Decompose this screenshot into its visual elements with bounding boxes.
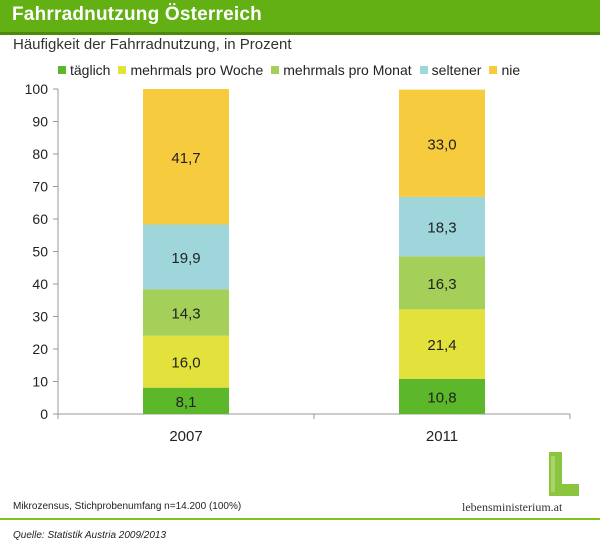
legend-label: nie (501, 62, 521, 78)
bar-segment (143, 387, 229, 414)
legend-label: seltener (431, 62, 482, 78)
legend-item: seltener (419, 62, 482, 78)
stacked-bar-chart: 0 10 20 30 40 50 60 70 80 90 100 8,1 16,0 14,3 19,9 41,… (25, 81, 571, 445)
x-tick-label: 2007 (169, 428, 202, 445)
data-label: 19,9 (171, 250, 200, 267)
legend-swatch (118, 66, 127, 74)
bar-segment (399, 256, 485, 310)
legend-item: mehrmals pro Monat (271, 62, 412, 78)
data-label: 21,4 (427, 337, 456, 354)
data-label: 10,8 (427, 389, 456, 406)
legend-item: täglich (58, 62, 110, 78)
legend-swatch (419, 66, 428, 74)
bar-segment (143, 224, 229, 290)
bar-segment (143, 89, 229, 225)
y-tick-label: 30 (32, 309, 48, 325)
data-label: 14,3 (171, 305, 200, 322)
data-label: 8,1 (176, 394, 197, 411)
data-label: 18,3 (427, 220, 456, 237)
footnote: Mikrozensus, Stichprobenumfang n=14.200 … (13, 501, 242, 512)
y-tick-label: 0 (40, 406, 48, 422)
data-label: 16,0 (171, 355, 200, 372)
legend-swatch (271, 66, 280, 74)
legend-label: mehrmals pro Monat (283, 62, 412, 78)
y-tick-label: 50 (32, 244, 48, 260)
data-label: 16,3 (427, 276, 456, 293)
legend-item: mehrmals pro Woche (118, 62, 263, 78)
y-tick-label: 40 (32, 276, 48, 292)
source-divider (0, 518, 600, 520)
chart-title: Fahrradnutzung Österreich (12, 4, 262, 25)
legend-swatch (58, 66, 66, 74)
chart-legend: täglich mehrmals pro Woche mehrmals pro Mo… (58, 61, 528, 79)
data-label: 41,7 (171, 150, 200, 167)
logo-text: lebensministerium.at (462, 500, 563, 514)
bar-segment (143, 335, 229, 388)
bar-segment (399, 309, 485, 379)
lebensministerium-logo-icon (549, 452, 579, 496)
x-tick-label: 2011 (426, 428, 458, 445)
y-tick-label: 20 (32, 341, 48, 357)
bar-segment (143, 289, 229, 336)
y-tick-label: 60 (32, 211, 48, 227)
legend-label: mehrmals pro Woche (130, 62, 264, 78)
chart-subtitle: Häufigkeit der Fahrradnutzung, in Prozen… (13, 36, 292, 53)
y-tick-label: 10 (32, 374, 48, 390)
legend-item: nie (489, 62, 520, 78)
bar-segment (399, 196, 485, 257)
y-tick-label: 70 (32, 179, 48, 195)
data-label: 33,0 (427, 136, 456, 153)
y-tick-label: 80 (32, 146, 48, 162)
title-bar: Fahrradnutzung Österreich (0, 0, 600, 35)
y-tick-label: 100 (25, 81, 49, 97)
bar-segment (399, 89, 485, 197)
legend-label: täglich (70, 62, 111, 78)
source-note: Quelle: Statistik Austria 2009/2013 (13, 530, 167, 541)
y-tick-label: 90 (32, 114, 48, 130)
legend-swatch (489, 66, 498, 74)
bar-segment (399, 378, 485, 414)
